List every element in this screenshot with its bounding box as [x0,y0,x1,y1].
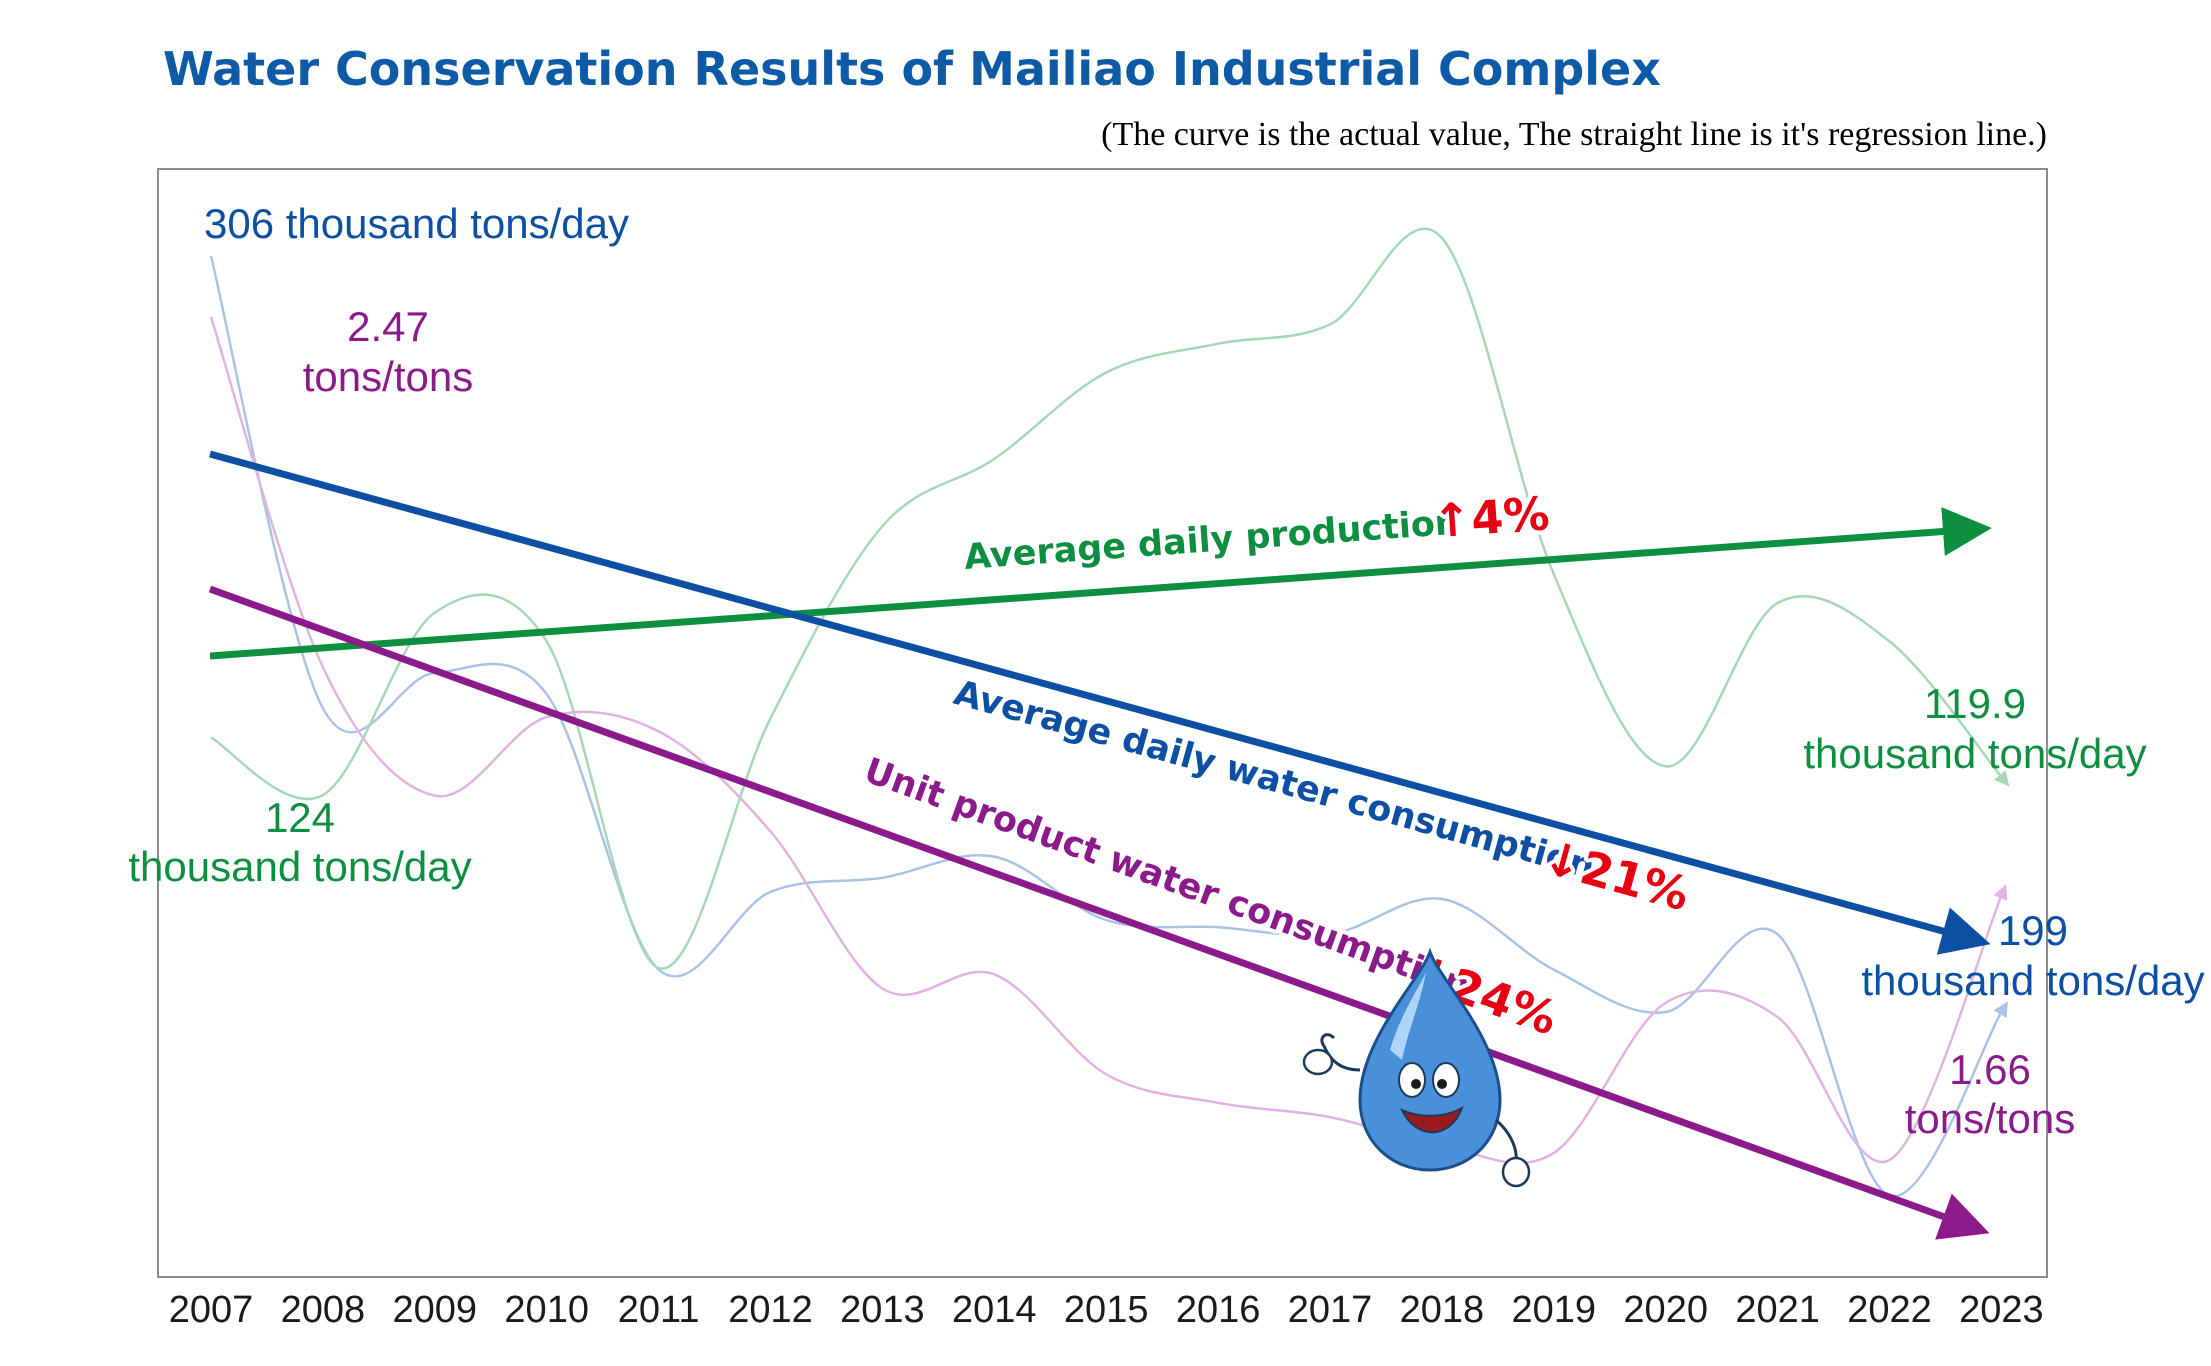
x-axis-ticks: 2007 2008 2009 2010 2011 2012 2013 2014 2015 2016… [169,1289,2044,1331]
production-actual-curve [210,227,2010,970]
unit-start-value: 2.47 [347,303,429,350]
x-tick-2023: 2023 [1959,1289,2044,1331]
x-tick-2020: 2020 [1623,1289,1708,1331]
x-tick-2017: 2017 [1288,1289,1373,1331]
x-tick-2021: 2021 [1735,1289,1820,1331]
x-tick-2012: 2012 [728,1289,813,1331]
chart-title: Water Conservation Results of Mailiao In… [163,42,1661,96]
production-start-value: 124 [265,794,335,841]
production-start-unit: thousand tons/day [128,843,471,890]
x-tick-2010: 2010 [504,1289,589,1331]
plot-area [157,168,2048,1278]
x-tick-2013: 2013 [840,1289,925,1331]
water-end-unit: thousand tons/day [1861,957,2204,1004]
water-trend-arrow [209,450,1991,955]
x-tick-2019: 2019 [1512,1289,1597,1331]
water-start-label: 306 thousand tons/day [204,200,629,247]
unit-actual-curve [209,316,2008,1165]
x-tick-2016: 2016 [1176,1289,1261,1331]
x-tick-2018: 2018 [1400,1289,1485,1331]
chart-subtitle: (The curve is the actual value, The stra… [1101,116,2047,153]
production-end-unit: thousand tons/day [1803,730,2146,777]
x-tick-2007: 2007 [169,1289,254,1331]
x-tick-2008: 2008 [281,1289,366,1331]
x-tick-2014: 2014 [952,1289,1037,1331]
unit-start-unit: tons/tons [303,353,473,400]
water-end-value: 199 [1998,907,2068,954]
water-drop-mascot-icon [1302,947,1531,1188]
production-trend-arrow [209,507,1992,660]
x-tick-2022: 2022 [1847,1289,1932,1331]
x-tick-2011: 2011 [618,1289,700,1331]
unit-trend-arrow [208,585,1990,1240]
production-change: ↑4% [1431,486,1551,548]
production-end-value: 119.9 [1924,680,2026,727]
x-tick-2015: 2015 [1064,1289,1149,1331]
x-tick-2009: 2009 [393,1289,478,1331]
unit-end-unit: tons/tons [1905,1095,2075,1142]
unit-end-value: 1.66 [1949,1046,2031,1093]
